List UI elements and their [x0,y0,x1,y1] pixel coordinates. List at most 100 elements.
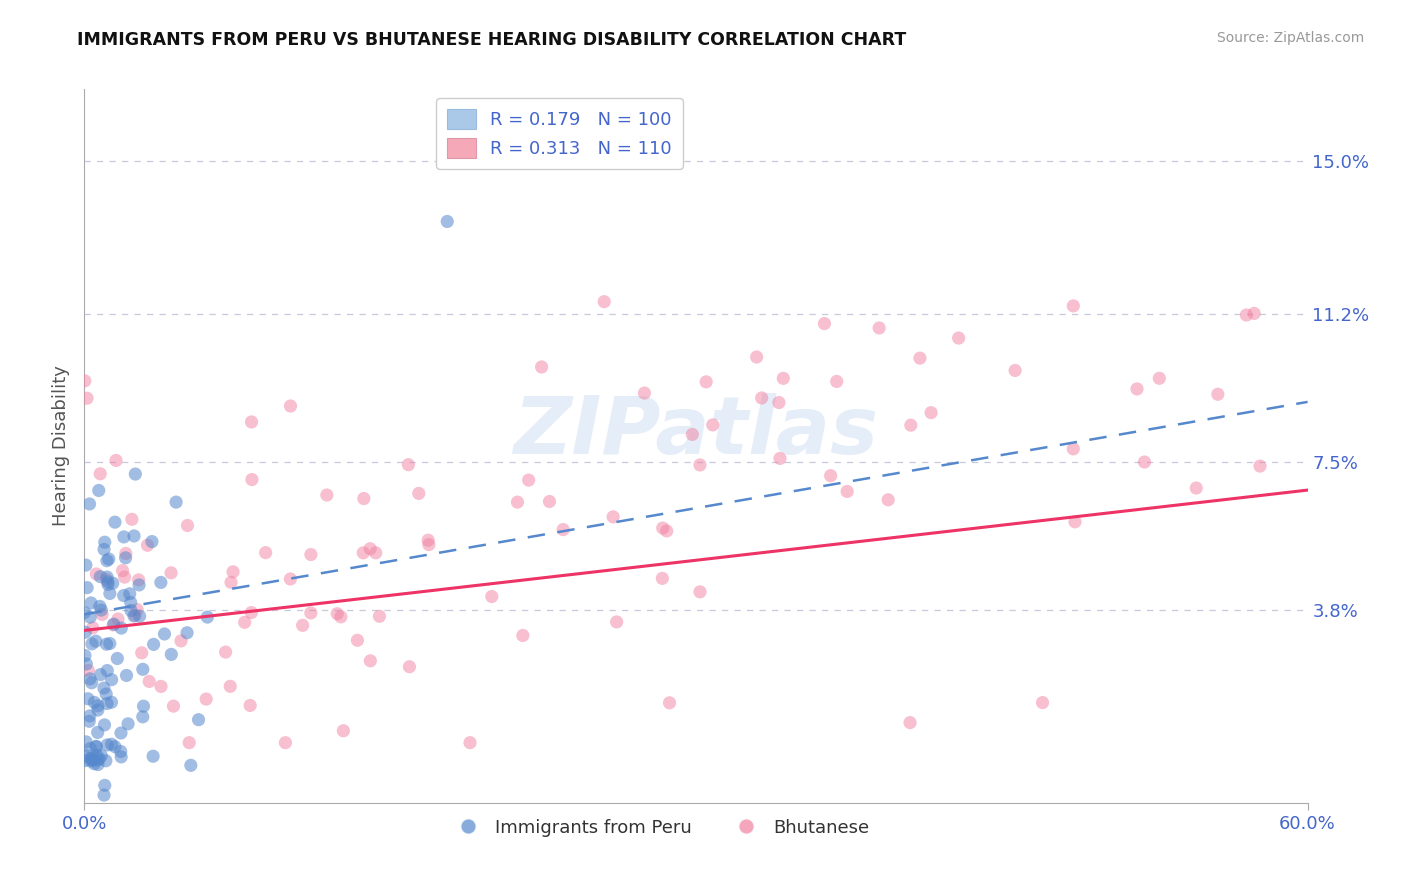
Point [353,491,375,506]
Point [240,473,263,487]
Point [93,718,115,732]
Point [1149,371,1171,385]
Point [153,627,176,641]
Point [87,483,110,498]
Point [132,710,155,724]
Point [73,374,96,388]
Point [89,752,111,766]
Point [112,589,135,603]
Point [179,736,201,750]
Point [128,578,150,592]
Point [681,427,703,442]
Point [97,574,120,589]
Point [89,569,111,583]
Point [1249,459,1271,474]
Point [96,664,118,678]
Point [84,739,107,754]
Point [86,725,108,739]
Point [877,492,900,507]
Point [115,668,138,682]
Point [900,418,922,433]
Point [120,595,142,609]
Point [82,753,104,767]
Point [75,657,97,671]
Point [94,778,117,792]
Point [87,698,110,713]
Point [658,696,681,710]
Point [239,698,262,713]
Point [128,609,150,624]
Point [291,618,314,632]
Point [240,415,263,429]
Point [1064,515,1087,529]
Point [132,662,155,676]
Text: Source: ZipAtlas.com: Source: ZipAtlas.com [1216,31,1364,45]
Point [87,703,110,717]
Point [176,518,198,533]
Point [111,564,134,578]
Point [150,680,173,694]
Point [1234,308,1257,322]
Point [751,391,773,405]
Point [103,618,125,632]
Y-axis label: Hearing Disability: Hearing Disability [52,366,70,526]
Point [105,651,128,665]
Point [89,467,111,481]
Point [96,573,118,587]
Point [97,577,120,591]
Point [97,552,120,566]
Point [1133,455,1156,469]
Legend: Immigrants from Peru, Bhutanese: Immigrants from Peru, Bhutanese [443,812,876,844]
Point [77,691,100,706]
Point [593,294,616,309]
Point [79,741,101,756]
Point [87,757,110,772]
Point [396,458,419,472]
Text: IMMIGRANTS FROM PERU VS BHUTANESE HEARING DISABILITY CORRELATION CHART: IMMIGRANTS FROM PERU VS BHUTANESE HEARIN… [77,31,907,49]
Point [73,606,96,620]
Point [233,615,256,630]
Point [80,675,103,690]
Point [83,695,105,709]
Point [458,736,481,750]
Point [98,586,121,600]
Point [352,546,374,560]
Point [602,509,624,524]
Point [79,672,101,686]
Point [689,585,711,599]
Point [1126,382,1149,396]
Point [512,628,534,642]
Point [96,637,118,651]
Point [162,699,184,714]
Point [138,674,160,689]
Point [368,609,391,624]
Point [1062,299,1084,313]
Point [149,575,172,590]
Point [359,541,381,556]
Point [76,391,98,405]
Point [142,637,165,651]
Point [96,687,118,701]
Point [299,548,322,562]
Point [75,748,97,763]
Point [1243,306,1265,320]
Point [332,723,354,738]
Point [128,573,150,587]
Point [104,739,127,754]
Point [222,565,245,579]
Point [408,486,430,500]
Point [79,610,101,624]
Point [142,749,165,764]
Point [1032,696,1054,710]
Point [110,744,132,758]
Point [364,546,387,560]
Point [141,534,163,549]
Point [240,606,263,620]
Point [96,738,118,752]
Point [93,542,115,557]
Point [94,754,117,768]
Point [436,214,458,228]
Point [77,714,100,729]
Point [90,603,112,617]
Point [75,754,97,768]
